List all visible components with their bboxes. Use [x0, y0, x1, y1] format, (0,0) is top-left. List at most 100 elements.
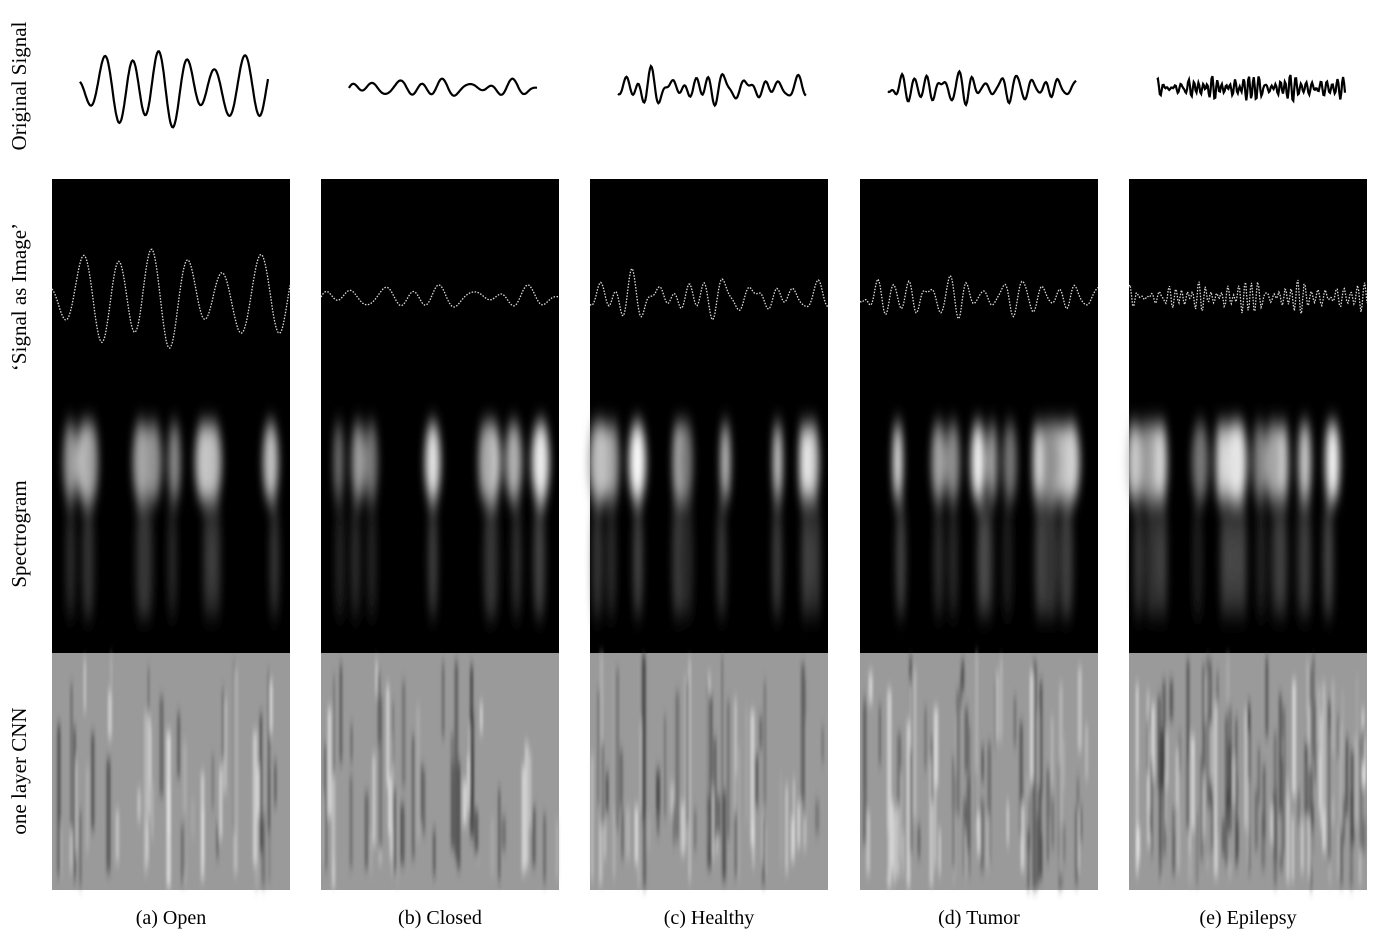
cnn-stripe [1317, 686, 1321, 746]
spectral-band [684, 500, 693, 620]
cnn-stripe [1211, 793, 1215, 851]
cnn-stripe [91, 733, 95, 830]
cnn-stripe [462, 781, 467, 825]
spectral-band [212, 500, 221, 620]
row-label: one layer CNN [7, 707, 31, 834]
spectral-band [85, 500, 94, 620]
spectral-band [203, 500, 212, 620]
cnn-stripe [762, 818, 766, 884]
cnn-stripe [1361, 727, 1365, 763]
cnn-stripe [1350, 749, 1355, 845]
cnn-stripe [1244, 709, 1247, 829]
cnn-stripe [219, 767, 223, 839]
cnn-stripe [866, 812, 871, 874]
cnn-stripe [1077, 809, 1080, 873]
spectral-band [1326, 422, 1340, 502]
cnn-stripe [259, 714, 264, 852]
cnn-stripe [159, 696, 164, 796]
cnn-stripe [400, 803, 405, 865]
spectral-band [1042, 422, 1060, 502]
cnn-stripe [1337, 828, 1341, 878]
spectral-band [1253, 422, 1267, 502]
cnn-stripe [1279, 707, 1284, 738]
cnn-stripe [621, 810, 624, 859]
cnn-stripe [615, 668, 620, 830]
spectral-band [478, 422, 493, 502]
cnn-stripe [392, 702, 395, 765]
cnn-stripe [420, 763, 423, 822]
cnn-stripe [267, 672, 270, 832]
cnn-stripe [470, 669, 473, 787]
cnn-stripe [956, 690, 960, 815]
signal-dots [859, 274, 1099, 321]
cnn-stripe [1046, 768, 1051, 819]
cnn-stripe [149, 724, 152, 786]
signal-trace [887, 69, 1077, 107]
spectral-band [945, 422, 960, 502]
cnn-stripe [1206, 808, 1209, 868]
cnn-stripe [176, 712, 181, 778]
cnn-stripe [479, 702, 483, 733]
cnn-stripe [995, 672, 999, 742]
cnn-stripe [1077, 667, 1082, 751]
cnn-stripe [468, 725, 471, 795]
cnn-stripe [964, 799, 967, 832]
cnn-stripe [395, 791, 399, 884]
cnn-stripe [454, 661, 459, 859]
cnn-stripe [375, 660, 378, 696]
cnn-stripe [634, 806, 639, 864]
cnn-stripe [800, 663, 805, 801]
cnn-stripe [274, 761, 277, 806]
cnn-stripe [75, 760, 78, 852]
cnn-stripe [269, 680, 273, 733]
cnn-stripe [1359, 735, 1363, 850]
column-caption: (c) Healthy [664, 907, 755, 929]
cnn-stripe [1074, 807, 1078, 885]
cnn-stripe [680, 803, 686, 855]
spectral-band [168, 422, 181, 502]
spectral-band [425, 422, 441, 502]
spectral-band [63, 422, 78, 502]
cnn-stripe [1300, 820, 1304, 873]
cnn-stripe [721, 655, 724, 791]
spectral-band [896, 500, 905, 620]
spectral-band [1265, 422, 1282, 502]
cnn-stripe [909, 656, 913, 854]
cnn-stripe [763, 681, 767, 806]
signal-trace [79, 50, 270, 129]
cnn-stripe [388, 777, 392, 835]
cnn-stripe [722, 791, 727, 881]
spectral-band [988, 422, 997, 502]
cnn-stripes [862, 653, 1088, 889]
cnn-stripe [85, 766, 89, 853]
spectral-band [593, 500, 602, 620]
spectral-band [970, 422, 986, 502]
cnn-stripe [137, 789, 141, 822]
cnn-stripe [216, 823, 219, 858]
cnn-stripe [917, 825, 921, 858]
cnn-stripe [1188, 761, 1191, 855]
cnn-stripe [433, 829, 436, 876]
spectral-band [195, 422, 213, 502]
spectral-band [1192, 422, 1209, 502]
cnn-stripe [364, 792, 369, 869]
spectral-band [1225, 422, 1243, 502]
cnn-stripe [1310, 831, 1314, 863]
cnn-stripe [1146, 691, 1150, 736]
cnn-stripe [1248, 718, 1251, 873]
spectral-band [1257, 500, 1266, 620]
cnn-stripe [324, 744, 328, 870]
cnn-stripe [350, 724, 353, 762]
cnn-stripe [1202, 772, 1206, 837]
spectral-band [1302, 500, 1311, 620]
cnn-stripe [1175, 748, 1179, 808]
cnn-stripe [1286, 778, 1289, 879]
cnn-stripe [899, 770, 903, 861]
cnn-stripe [1164, 772, 1167, 826]
cnn-stripe [221, 689, 225, 760]
cnn-stripe [1150, 704, 1155, 777]
cnn-stripe [1213, 703, 1219, 878]
cnn-stripe [450, 733, 455, 777]
cnn-stripe [603, 822, 607, 859]
spectral-band [607, 500, 616, 620]
